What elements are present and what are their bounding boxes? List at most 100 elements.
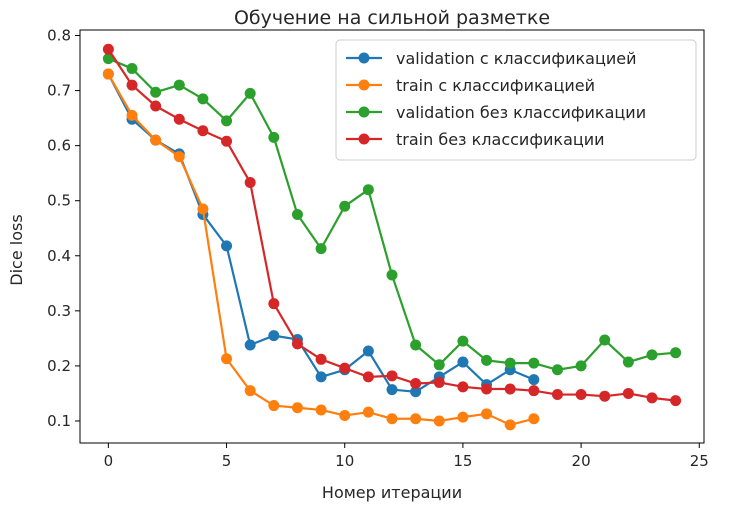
data-point [126,63,138,75]
data-point [386,384,398,396]
data-point [197,125,209,137]
x-tick-label: 15 [453,452,472,470]
data-point [386,413,398,425]
data-point [646,392,658,404]
data-point [410,386,422,398]
data-point [339,362,351,374]
data-point [599,390,611,402]
data-point [244,177,256,189]
data-point [362,371,374,383]
x-tick-label: 25 [690,452,709,470]
data-point [457,411,469,423]
data-point [410,339,422,351]
data-point [528,357,540,369]
legend-item: train с классификацией [346,76,595,95]
data-point [291,208,303,220]
data-point [386,269,398,281]
data-point [551,364,563,376]
data-point [339,409,351,421]
data-point [244,385,256,397]
data-point [315,371,327,383]
x-tick-label: 20 [572,452,591,470]
data-point [268,400,280,412]
chart-title: Обучение на сильной разметке [234,7,550,29]
legend-label: train с классификацией [396,76,595,95]
data-point [528,374,540,386]
data-point [504,357,516,369]
data-point [197,93,209,105]
data-point [622,356,634,368]
y-axis-label: Dice loss [7,214,26,285]
y-tick-label: 0.3 [47,302,71,320]
data-point [646,349,658,361]
data-point [315,353,327,365]
legend-item: validation без классификации [346,103,646,122]
data-point [410,413,422,425]
y-tick-label: 0.4 [47,247,71,265]
data-point [599,334,611,346]
series-4 [102,43,682,407]
legend-marker [358,52,370,64]
data-point [362,184,374,196]
data-point [575,360,587,372]
series-2 [102,68,540,431]
x-axis-label: Номер итерации [322,483,462,502]
legend-marker [358,79,370,91]
data-point [528,385,540,397]
data-point [670,395,682,407]
data-point [126,109,138,121]
data-point [150,86,162,98]
data-point [221,135,233,147]
data-point [386,370,398,382]
plot-frame [79,29,705,444]
legend-label: train без классификации [396,130,605,149]
legend: validation с классификацией train с класс… [335,39,697,161]
data-point [433,359,445,371]
data-point [457,335,469,347]
data-point [410,378,422,390]
data-point [268,131,280,143]
x-tick-label: 0 [104,452,114,470]
data-point [528,413,540,425]
data-point [504,383,516,395]
data-point [150,100,162,112]
data-point [268,298,280,310]
data-point [102,53,114,65]
y-tick-label: 0.6 [47,137,71,155]
data-point [221,353,233,365]
data-point [197,203,209,215]
data-point [575,389,587,401]
data-point [150,134,162,146]
data-point [126,79,138,91]
legend-marker [358,106,370,118]
data-point [457,381,469,393]
data-point [221,240,233,252]
data-point [244,87,256,99]
data-point [244,339,256,351]
x-tick-label: 10 [335,452,354,470]
legend-item: validation с классификацией [346,49,637,68]
data-point [315,404,327,416]
data-point [102,43,114,55]
data-point [504,419,516,431]
data-point [221,115,233,127]
data-point [268,330,280,342]
data-point [481,383,493,395]
series-3 [102,53,682,376]
y-tick-label: 0.8 [47,27,71,45]
y-tick-label: 0.7 [47,82,71,100]
data-point [339,200,351,212]
data-point [362,345,374,357]
data-point [433,376,445,388]
data-point [433,415,445,427]
data-point [551,389,563,401]
data-point [457,356,469,368]
data-point [481,354,493,366]
legend-item: train без классификации [346,130,605,149]
data-point [622,387,634,399]
data-point [291,338,303,350]
data-point [173,79,185,91]
data-point [291,402,303,414]
legend-marker [358,133,370,145]
data-point [173,113,185,125]
